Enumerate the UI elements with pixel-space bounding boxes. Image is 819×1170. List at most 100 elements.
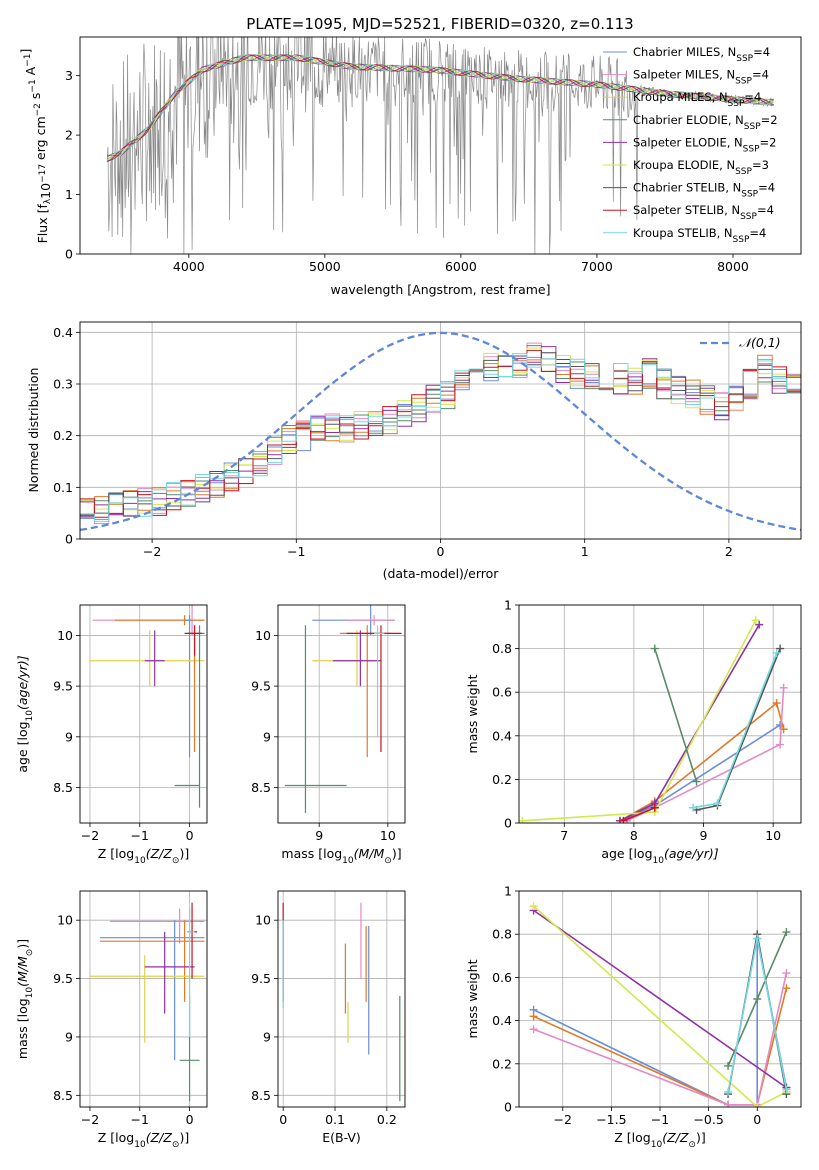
weight-vs-age-axes-plot-area <box>519 616 788 823</box>
spectrum-xlabel: wavelength [Angstrom, rest frame] <box>330 282 550 297</box>
mass-vs-z-axes-xlabel-part: )] <box>179 1130 189 1145</box>
mass-vs-z-axes-ylabel-part: )] <box>15 939 30 949</box>
histogram-series <box>80 345 801 507</box>
legend-entry-label-part: Kroupa MILES, N <box>633 90 728 104</box>
spectrum-axes-xtick-label: 5000 <box>309 259 341 274</box>
age-vs-z-axes-xlabel-part: ⊙ <box>172 856 180 866</box>
legend-entry-label-part: Salpeter ELODIE, N <box>633 135 743 149</box>
mass-vs-z-axes-ylabel-part: ⊙ <box>25 949 35 957</box>
age-vs-mass-axes-xlabel-part: )] <box>392 846 402 861</box>
spectrum-axes-ytick-label: 2 <box>65 128 73 143</box>
weight-vs-z-axes-ytick-label: 0.4 <box>492 1013 512 1028</box>
weight-vs-age-axes-marker <box>751 616 760 625</box>
age-vs-mass-axes-xlabel: mass [log10(M/M⊙)] <box>281 846 401 866</box>
weight-vs-age-axes-marker <box>650 644 659 653</box>
histogram-axes-ytick-label: 0.2 <box>53 428 73 443</box>
legend-entry-label-part: SSP <box>728 99 745 109</box>
spectrum-model-line <box>106 54 774 161</box>
weight-vs-z-axes-xtick-label: 0 <box>753 1112 761 1127</box>
mass-vs-ebv-axes: 0 0.1 0.2 8.5 9 9.5 10 E(B-V) <box>251 890 406 1145</box>
weight-vs-age-axes-marker <box>692 777 701 786</box>
weight-vs-age-axes-xtick-label: 8 <box>630 828 638 843</box>
histogram-axes-ytick-label: 0.3 <box>53 377 73 392</box>
legend-entry-label-part: =4 <box>758 181 775 195</box>
weight-vs-z-axes-xlabel-part: 10 <box>651 1140 663 1150</box>
histogram-ylabel: Normed distribution <box>26 368 41 493</box>
legend-entry-label: Salpeter MILES, NSSP=4 <box>633 68 769 87</box>
weight-vs-age-axes-series-line <box>626 687 785 822</box>
histogram-series <box>80 353 801 522</box>
spectrum-ylabel-part: −1 <box>23 54 33 67</box>
spectrum-axes-plot-area <box>106 37 775 254</box>
spectrum-model-line <box>107 54 775 159</box>
weight-vs-z-axes-ytick-label: 1 <box>504 884 512 899</box>
legend-entry-label-part: SSP <box>744 122 761 132</box>
histogram-axes-ytick-label: 0.4 <box>53 325 73 340</box>
weight-vs-z-axes-xtick-label: −1.5 <box>596 1112 626 1127</box>
legend-entry-label-part: SSP <box>741 190 758 200</box>
weight-vs-z-axes-ytick-label: 0 <box>504 1100 512 1115</box>
histogram-axes-xtick-label: −2 <box>143 544 161 559</box>
age-vs-mass-axes-xtick-label: 9 <box>315 828 323 843</box>
legend-entry-label-part: Salpeter STELIB, N <box>633 203 740 217</box>
weight-vs-z-axes-series-line <box>533 905 787 1107</box>
spectrum-axes-ytick-label: 0 <box>65 247 73 262</box>
weight-vs-z-axes-plot-area <box>529 902 791 1107</box>
mass-vs-z-axes-plot-area <box>89 902 205 1102</box>
spectrum-observed-line <box>106 37 774 254</box>
mass-vs-z-axes-xtick-label: 0 <box>186 1112 194 1127</box>
weight-vs-age-axes-ytick-label: 0 <box>504 816 512 831</box>
weight-vs-age-axes-ytick-label: 1 <box>504 598 512 613</box>
age-vs-z-axes-xlabel-part: )] <box>179 846 189 861</box>
histogram-axes-xtick-label: 0 <box>437 544 445 559</box>
normal-reference-curve <box>80 331 801 532</box>
age-vs-mass-axes-ytick-label: 10 <box>255 628 271 643</box>
legend-entry-label-part: Chabrier STELIB, N <box>633 181 741 195</box>
age-vs-mass-axes-xlabel-part: (M/M <box>354 846 385 861</box>
mass-vs-z-axes-ytick-label: 8.5 <box>53 1088 73 1103</box>
weight-vs-z-axes-marker <box>782 1085 791 1094</box>
legend-entry-label-part: =4 <box>753 45 770 59</box>
weight-vs-z-axes-xlabel-part: (Z/Z <box>662 1130 689 1145</box>
weight-vs-age-axes-marker <box>755 620 764 629</box>
spectrum-axes-xtick-label: 6000 <box>445 259 477 274</box>
weight-vs-age-axes-marker <box>779 683 788 692</box>
legend-entry-label: Chabrier MILES, NSSP=4 <box>633 45 770 64</box>
legend-entry-label-part: SSP <box>743 144 760 154</box>
age-vs-z-axes-ytick-label: 9 <box>65 729 73 744</box>
weight-vs-z-axes-marker <box>753 995 762 1003</box>
spectrum-axes-frame <box>79 36 802 255</box>
legend-entry-label: Salpeter STELIB, NSSP=4 <box>633 203 774 222</box>
spectrum-ylabel-part: ] <box>18 49 33 54</box>
weight-vs-z-axes-xlabel-part: Z [log <box>614 1130 650 1145</box>
legend-entry-label: Chabrier STELIB, NSSP=4 <box>633 181 775 200</box>
legend-entry-label: Kroupa MILES, NSSP=4 <box>633 90 761 109</box>
age-vs-z-axes-ylabel-part: age [log <box>15 721 30 772</box>
histogram-axes: −2 −1 0 1 2 0 0.1 0.2 0.3 0.4 𝒩(0,1) (data-model)/e… <box>26 321 802 581</box>
age-vs-mass-axes-xlabel-part: mass [log <box>281 846 342 861</box>
age-vs-z-axes-xlabel-part: Z [log <box>98 846 134 861</box>
mass-vs-ebv-axes-plot-area <box>282 902 401 1102</box>
histogram-axes-ytick-label: 0 <box>65 532 73 547</box>
legend-entry-label-part: SSP <box>740 212 757 222</box>
weight-vs-age-axes-marker <box>713 799 722 808</box>
mass-vs-ebv-axes-xtick-label: 0 <box>279 1112 287 1127</box>
weight-vs-z-axes-ylabel: mass weight <box>465 959 480 1038</box>
spectrum-ylabel-part: A <box>23 66 38 79</box>
spectrum-model-line <box>106 54 774 163</box>
weight-vs-age-axes-series-line <box>692 652 778 809</box>
weight-vs-age-axes-ylabel: mass weight <box>465 674 480 753</box>
weight-vs-z-axes-xtick-label: −0.5 <box>693 1112 723 1127</box>
histogram-axes-ytick-label: 0.1 <box>53 480 73 495</box>
weight-vs-age-axes-marker <box>519 816 527 823</box>
age-vs-z-axes-ylabel-part: (age/yr)] <box>15 655 30 710</box>
mass-vs-ebv-axes-ytick-label: 10 <box>255 913 271 928</box>
histogram-series <box>80 347 801 514</box>
age-vs-mass-axes-xlabel-part: ⊙ <box>384 856 392 866</box>
histogram-legend-label: 𝒩(0,1) <box>739 335 781 350</box>
legend-entry-label-part: SSP <box>735 77 752 87</box>
age-vs-mass-axes-ytick-label: 8.5 <box>251 780 271 795</box>
spectrum-ylabel-part: −2 <box>33 103 43 116</box>
histogram-series <box>80 346 801 517</box>
